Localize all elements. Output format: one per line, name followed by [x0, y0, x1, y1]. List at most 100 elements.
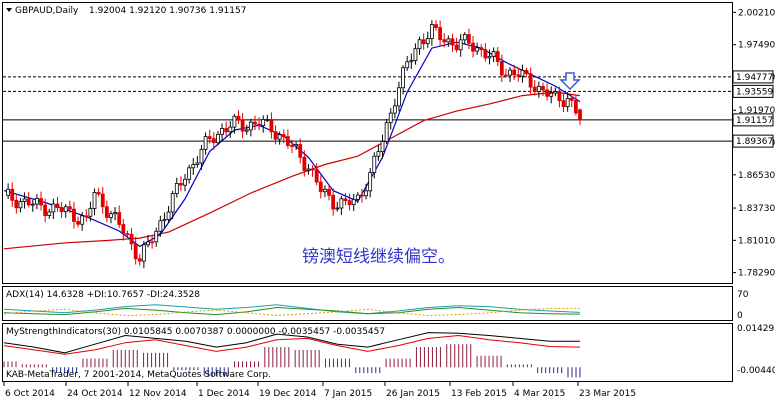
candle-body — [92, 192, 97, 209]
candle-body — [327, 188, 331, 196]
time-tick-label: 4 Mar 2015 — [514, 389, 565, 399]
candle-body — [154, 230, 159, 243]
candle-body — [310, 168, 315, 171]
candle-body — [236, 115, 241, 121]
candle-body — [273, 131, 278, 140]
candle-body — [67, 206, 72, 210]
candle-body — [55, 203, 60, 209]
candle-body — [561, 100, 566, 108]
candle-body — [47, 211, 52, 216]
candle-body — [104, 206, 109, 218]
candle-body — [302, 156, 307, 171]
candle-body — [117, 212, 122, 225]
candle-body — [232, 115, 237, 128]
horizontal-levels: 1.94777 1.93559 1.91157 1.89367 — [3, 70, 774, 148]
level-label: 1.89367 — [736, 137, 773, 147]
time-tick-label: 26 Jan 2015 — [386, 389, 440, 399]
candle-body — [524, 69, 529, 75]
price-tick-label: 1.86530 — [738, 171, 775, 181]
time-tick-label: 24 Oct 2014 — [67, 389, 123, 399]
candle-body — [109, 213, 113, 218]
level-label: 1.93559 — [736, 87, 773, 97]
candle-body — [10, 188, 15, 201]
candle-body — [285, 136, 290, 146]
candle-body — [479, 47, 484, 51]
main-panel-frame — [2, 2, 733, 284]
candle-body — [216, 133, 220, 144]
candle-body — [248, 121, 253, 131]
price-tick-label: 1.97490 — [738, 41, 775, 51]
candle-body — [360, 194, 364, 197]
time-tick-label: 12 Nov 2014 — [129, 389, 187, 399]
candle-body — [203, 136, 208, 150]
level-label-box — [732, 113, 774, 127]
candle-body — [578, 109, 582, 121]
candle-body — [195, 162, 200, 165]
candle-body — [220, 128, 224, 135]
candle-body — [471, 42, 475, 52]
candle-body — [499, 61, 504, 76]
candle-body — [425, 38, 430, 45]
candle-body — [35, 198, 39, 205]
candle-body — [392, 105, 397, 114]
candle-body — [541, 85, 545, 91]
symbol-triangle-icon — [6, 8, 12, 12]
candle-body — [553, 91, 558, 94]
candle-body — [261, 119, 266, 126]
candle-body — [487, 55, 492, 59]
candle-body — [179, 183, 183, 186]
candle-body — [380, 140, 385, 153]
candle-body — [343, 198, 348, 202]
candle-body — [141, 244, 146, 262]
candle-body — [63, 206, 68, 213]
candle-body — [174, 183, 179, 194]
candle-body — [450, 38, 455, 46]
candle-body — [397, 87, 401, 107]
candle-body — [257, 123, 261, 126]
candle-body — [137, 258, 142, 262]
candle-body — [409, 60, 414, 63]
adx-tick-top: 70 — [737, 290, 749, 300]
strength-tick-top: 0.014292 — [737, 324, 775, 334]
time-tick-label: 7 Jan 2015 — [324, 389, 372, 399]
adx-label: ADX(14) 14.6328 +DI:10.7657 -DI:24.3528 — [6, 290, 200, 300]
candle-body — [495, 51, 500, 62]
candle-body — [467, 34, 471, 44]
candle-body — [421, 39, 426, 45]
level-label-box — [732, 70, 774, 84]
candle-body — [240, 119, 245, 132]
candle-body — [438, 27, 443, 41]
time-tick-label: 6 Oct 2014 — [5, 389, 55, 399]
candle-body — [569, 97, 574, 101]
candle-body — [434, 24, 438, 28]
candle-body — [199, 148, 204, 164]
strength-tick-bottom: -0.004404 — [737, 366, 775, 376]
candle-body — [211, 138, 216, 144]
candle-body — [401, 67, 405, 89]
candle-body — [22, 198, 27, 202]
symbol-label: GBPAUD,Daily — [15, 6, 79, 16]
candle-body — [18, 201, 23, 209]
level-label: 1.91157 — [736, 116, 773, 126]
candle-body — [170, 193, 175, 213]
candle-body — [306, 168, 311, 171]
candle-body — [557, 91, 562, 102]
candle-body — [504, 74, 508, 77]
candle-body — [368, 172, 373, 192]
price-tick-label: 1.83730 — [738, 204, 775, 214]
candle-body — [458, 39, 463, 51]
candle-body — [133, 243, 138, 260]
candle-body — [30, 203, 35, 206]
strength-lines — [3, 332, 581, 378]
candle-body — [281, 134, 286, 137]
candle-body — [372, 155, 377, 174]
candle-body — [166, 211, 171, 220]
candle-body — [43, 204, 48, 216]
candle-body — [442, 39, 447, 43]
candle-body — [150, 241, 155, 244]
time-tick-label: 13 Feb 2015 — [451, 389, 507, 399]
adx-tick-bottom: 0 — [737, 311, 743, 321]
candle-body — [536, 85, 541, 92]
candle-body — [269, 119, 274, 133]
